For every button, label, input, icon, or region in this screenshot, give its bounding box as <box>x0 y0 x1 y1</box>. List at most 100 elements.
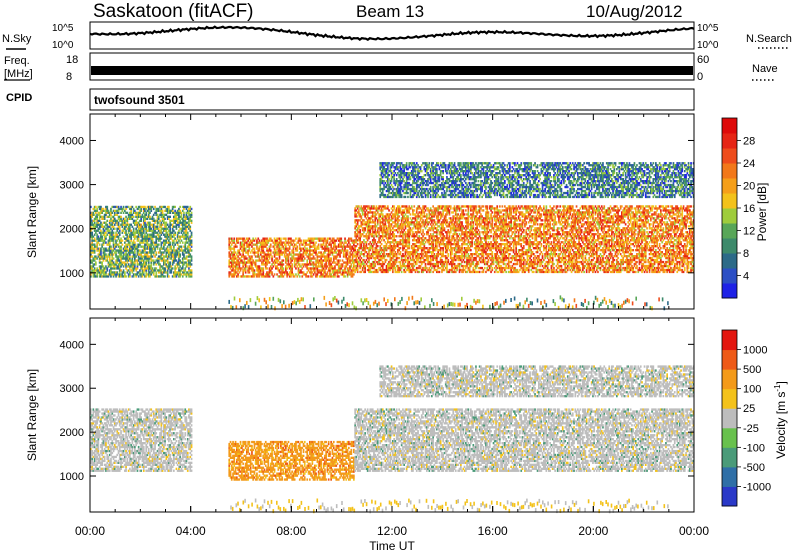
echo-cell <box>153 259 155 261</box>
echo-cell <box>142 275 144 277</box>
echo-cell <box>149 275 151 277</box>
echo-cell <box>372 245 374 247</box>
echo-cell <box>104 226 106 228</box>
echo-cell <box>267 251 269 253</box>
echo-cell <box>176 216 178 218</box>
echo-cell <box>129 242 131 244</box>
echo-cell <box>435 211 437 213</box>
echo-cell <box>447 259 449 261</box>
echo-cell <box>233 248 235 250</box>
echo-cell <box>129 255 131 257</box>
echo-cell <box>379 237 381 239</box>
echo-cell <box>407 219 409 221</box>
echo-cell <box>254 271 256 273</box>
echo-cell <box>452 211 454 213</box>
echo-cell <box>339 271 341 273</box>
echo-cell <box>364 249 366 251</box>
echo-cell <box>273 265 275 267</box>
echo-cell <box>105 214 107 216</box>
echo-cell <box>187 234 189 236</box>
echo-cell <box>166 240 168 242</box>
echo-cell <box>421 225 423 227</box>
echo-cell <box>294 275 296 277</box>
echo-cell <box>124 242 126 244</box>
echo-cell <box>235 244 237 246</box>
echo-cell <box>439 225 441 227</box>
echo-cell <box>125 208 127 210</box>
echo-cell <box>103 228 105 230</box>
echo-cell <box>144 265 146 267</box>
echo-cell <box>245 271 247 273</box>
echo-cell <box>303 255 305 257</box>
echo-cell <box>245 255 247 257</box>
echo-cell <box>188 212 190 214</box>
echo-cell <box>269 261 271 263</box>
echo-cell <box>290 275 292 277</box>
echo-cell <box>181 240 183 242</box>
echo-cell <box>132 214 134 216</box>
echo-cell <box>382 209 384 211</box>
echo-cell <box>408 237 410 239</box>
echo-cell <box>434 215 436 217</box>
echo-cell <box>173 240 175 242</box>
echo-cell <box>425 265 427 267</box>
echo-cell <box>342 242 344 244</box>
echo-cell <box>329 271 331 273</box>
echo-cell <box>376 247 378 249</box>
echo-cell <box>368 237 370 239</box>
echo-cell <box>191 242 193 244</box>
echo-cell <box>424 213 426 215</box>
echo-cell <box>314 246 316 248</box>
echo-cell <box>416 251 418 253</box>
echo-cell <box>391 223 393 225</box>
echo-cell <box>424 207 426 209</box>
echo-cell <box>169 261 171 263</box>
echo-cell <box>162 210 164 212</box>
echo-cell <box>154 269 156 271</box>
echo-cell <box>367 213 369 215</box>
echo-cell <box>362 233 364 235</box>
echo-cell <box>296 275 298 277</box>
echo-cell <box>373 205 375 207</box>
echo-cell <box>383 253 385 255</box>
echo-cell <box>251 242 253 244</box>
echo-cell <box>228 251 230 253</box>
echo-cell <box>398 205 400 207</box>
echo-cell <box>421 233 423 235</box>
echo-cell <box>101 261 103 263</box>
echo-cell <box>368 261 370 263</box>
echo-cell <box>259 255 261 257</box>
echo-cell <box>100 206 102 208</box>
echo-cell <box>114 212 116 214</box>
echo-cell <box>369 249 371 251</box>
echo-cell <box>120 253 122 255</box>
echo-cell <box>286 275 288 277</box>
echo-cell <box>150 253 152 255</box>
echo-cell <box>179 265 181 267</box>
echo-cell <box>343 251 345 253</box>
echo-cell <box>132 226 134 228</box>
echo-cell <box>140 224 142 226</box>
echo-cell <box>388 209 390 211</box>
echo-cell <box>129 257 131 259</box>
echo-cell <box>340 251 342 253</box>
echo-cell <box>281 244 283 246</box>
echo-cell <box>133 275 135 277</box>
echo-cell <box>166 226 168 228</box>
echo-cell <box>94 238 96 240</box>
echo-cell <box>395 251 397 253</box>
echo-cell <box>416 235 418 237</box>
echo-cell <box>124 273 126 275</box>
echo-cell <box>299 244 301 246</box>
echo-cell <box>445 259 447 261</box>
echo-cell <box>440 249 442 251</box>
echo-cell <box>401 221 403 223</box>
echo-cell <box>382 267 384 269</box>
echo-cell <box>358 251 360 253</box>
echo-cell <box>333 259 335 261</box>
echo-cell <box>337 273 339 275</box>
echo-cell <box>381 239 383 241</box>
echo-cell <box>430 261 432 263</box>
echo-cell <box>150 257 152 259</box>
